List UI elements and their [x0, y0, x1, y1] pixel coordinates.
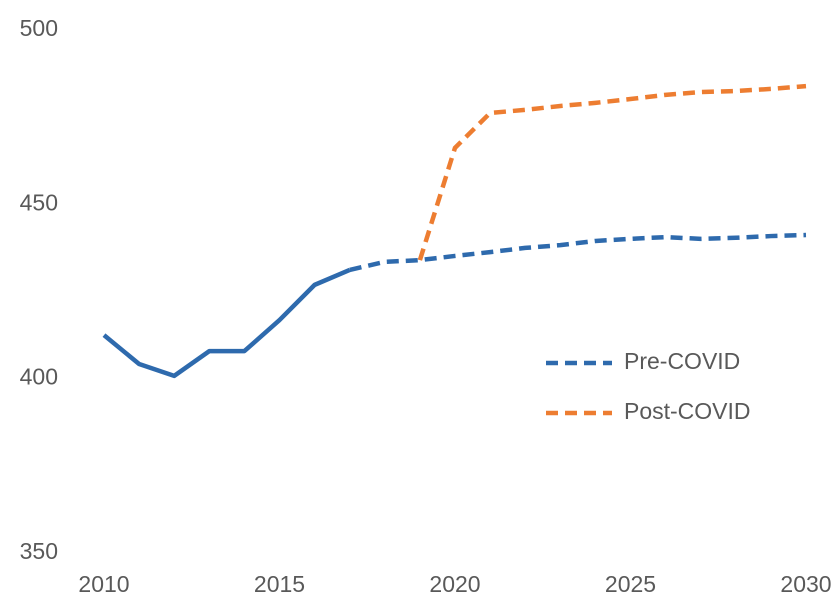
x-tick-label: 2015	[254, 571, 305, 597]
x-tick-label: 2025	[605, 571, 656, 597]
x-tick-label: 2020	[429, 571, 480, 597]
legend-label: Post-COVID	[624, 398, 751, 424]
y-tick-label: 500	[20, 15, 58, 41]
y-tick-label: 450	[20, 189, 58, 215]
line-dashed	[417, 83, 807, 261]
y-tick-label: 400	[20, 364, 58, 390]
line-dashed	[349, 232, 807, 273]
x-tick-label: 2030	[780, 571, 831, 597]
line-solid	[102, 267, 351, 379]
x-tick-label: 2010	[78, 571, 129, 597]
y-tick-label: 350	[20, 538, 58, 564]
legend-label: Pre-COVID	[624, 348, 740, 374]
